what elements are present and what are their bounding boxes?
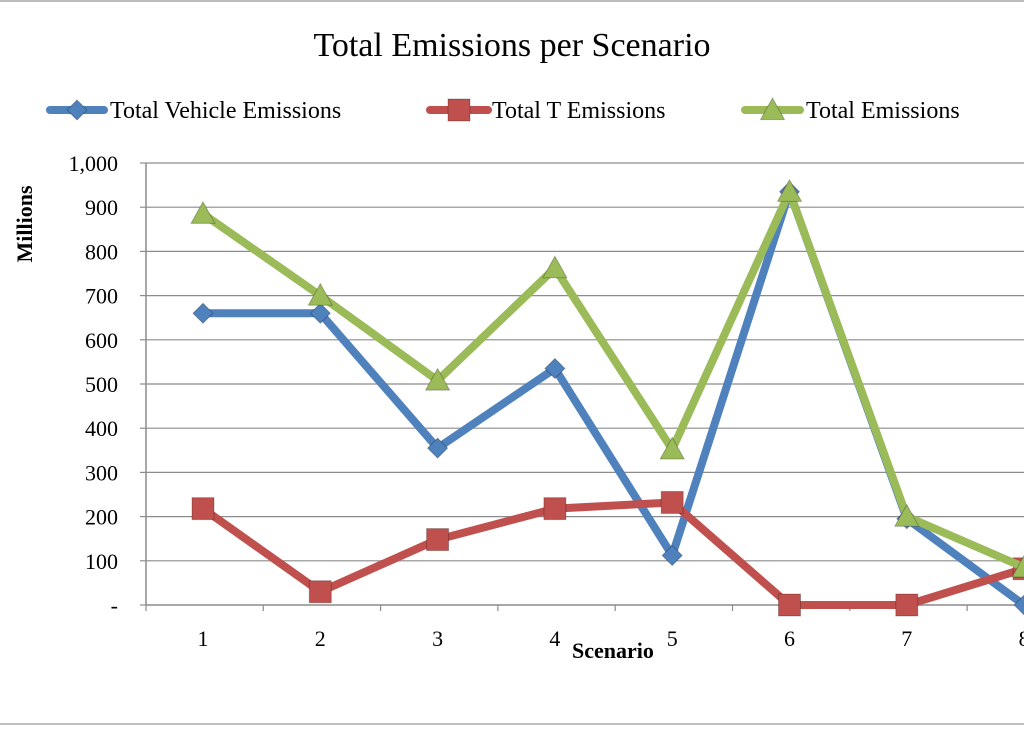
y-axis-title: Millions bbox=[12, 185, 37, 262]
data-point bbox=[1011, 554, 1024, 578]
series-total-vehicle-emissions bbox=[192, 181, 1024, 616]
legend-marker bbox=[759, 96, 786, 121]
x-axis-title: Scenario bbox=[572, 638, 654, 663]
data-point bbox=[661, 544, 683, 567]
y-tick-label: 400 bbox=[85, 416, 118, 441]
data-point bbox=[542, 255, 568, 279]
x-tick-label: 3 bbox=[432, 626, 443, 651]
data-point bbox=[1013, 594, 1024, 616]
legend: Total Vehicle Emissions Total T Emissions… bbox=[46, 96, 960, 124]
data-point bbox=[659, 436, 686, 460]
data-point bbox=[308, 580, 332, 604]
legend-label: Total T Emissions bbox=[492, 98, 665, 124]
data-point bbox=[192, 302, 214, 324]
data-point bbox=[426, 528, 450, 552]
series-line bbox=[199, 187, 1024, 572]
y-tick-label: 900 bbox=[85, 195, 118, 220]
data-point bbox=[190, 200, 216, 224]
gridlines bbox=[146, 162, 1024, 562]
data-point bbox=[544, 357, 566, 380]
legend-item: Total T Emissions bbox=[426, 98, 665, 124]
data-point bbox=[426, 437, 449, 459]
x-tick-label: 5 bbox=[667, 626, 678, 651]
data-point bbox=[660, 490, 684, 514]
y-axis: - 100 200 300 400 500 600 700 800 900 1,000 bbox=[69, 151, 147, 618]
x-tick-label: 2 bbox=[315, 626, 326, 651]
legend-marker bbox=[66, 99, 88, 121]
x-tick-label: 7 bbox=[901, 626, 912, 651]
data-point bbox=[778, 593, 801, 617]
data-point bbox=[895, 593, 919, 617]
legend-label: Total Emissions bbox=[806, 98, 960, 124]
x-tick-label: 8 bbox=[1019, 626, 1024, 651]
data-point bbox=[543, 497, 567, 521]
data-point bbox=[191, 497, 215, 521]
y-tick-label: 700 bbox=[85, 284, 118, 309]
x-tick-label: 4 bbox=[549, 626, 560, 651]
legend-item: Total Vehicle Emissions bbox=[46, 98, 341, 124]
y-tick-label: 300 bbox=[85, 460, 118, 485]
chart-title: Total Emissions per Scenario bbox=[313, 27, 710, 64]
data-point bbox=[776, 178, 803, 202]
legend-item: Total Emissions bbox=[741, 96, 960, 124]
y-tick-label: 1,000 bbox=[69, 151, 119, 176]
data-point bbox=[893, 503, 920, 527]
data-point bbox=[309, 302, 332, 324]
legend-label: Total Vehicle Emissions bbox=[110, 98, 341, 124]
y-tick-label: 100 bbox=[85, 549, 118, 574]
x-tick-label: 1 bbox=[198, 626, 209, 651]
series-total-t-emissions bbox=[191, 490, 1024, 617]
data-point bbox=[424, 367, 451, 391]
legend-marker bbox=[447, 98, 471, 122]
data-point bbox=[307, 282, 334, 306]
series-line bbox=[199, 187, 1024, 609]
y-tick-label: 500 bbox=[85, 372, 118, 397]
series-group bbox=[190, 178, 1024, 617]
x-tick-label: 6 bbox=[784, 626, 795, 651]
y-tick-label: 600 bbox=[85, 328, 118, 353]
series-line bbox=[199, 498, 1024, 609]
series-total-emissions bbox=[190, 178, 1024, 578]
y-tick-label: - bbox=[111, 593, 118, 618]
y-tick-label: 200 bbox=[85, 505, 118, 530]
y-tick-label: 800 bbox=[85, 239, 118, 264]
